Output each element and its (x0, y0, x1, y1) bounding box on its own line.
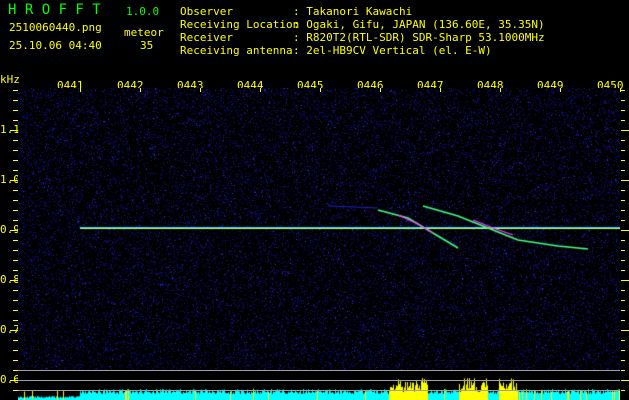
app-title: H R O F F T (8, 2, 101, 18)
freq-label: 0.8 (0, 273, 20, 286)
info-value: : Ogaki, Gifu, JAPAN (136.60E, 35.35N) (293, 18, 545, 31)
file-name: 2510060440.png (9, 21, 102, 34)
info-value: : Takanori Kawachi (293, 5, 413, 18)
freq-label: 1.0 (0, 173, 20, 186)
unit-label: kHz (0, 73, 20, 86)
info-label: Receiving Location (180, 18, 300, 31)
freq-label: 0.9 (0, 223, 20, 236)
file-datetime: 25.10.06 04:40 (9, 39, 102, 52)
meteor-label: meteor (124, 26, 164, 39)
info-label: Receiving antenna (180, 44, 293, 57)
freq-label: 1.1 (0, 123, 20, 136)
spectrogram (18, 88, 620, 400)
info-label: Observer (180, 5, 233, 18)
freq-label: 0.7 (0, 323, 20, 336)
meteor-count: 35 (140, 39, 154, 52)
info-label: Receiver (180, 31, 233, 44)
info-value: : 2el-HB9CV Vertical (el. E-W) (293, 44, 492, 57)
info-value: : R820T2(RTL-SDR) SDR-Sharp 53.1000MHz (293, 31, 545, 44)
freq-label: 0.6 (0, 373, 20, 386)
app-version: 1.0.0 (126, 5, 160, 18)
